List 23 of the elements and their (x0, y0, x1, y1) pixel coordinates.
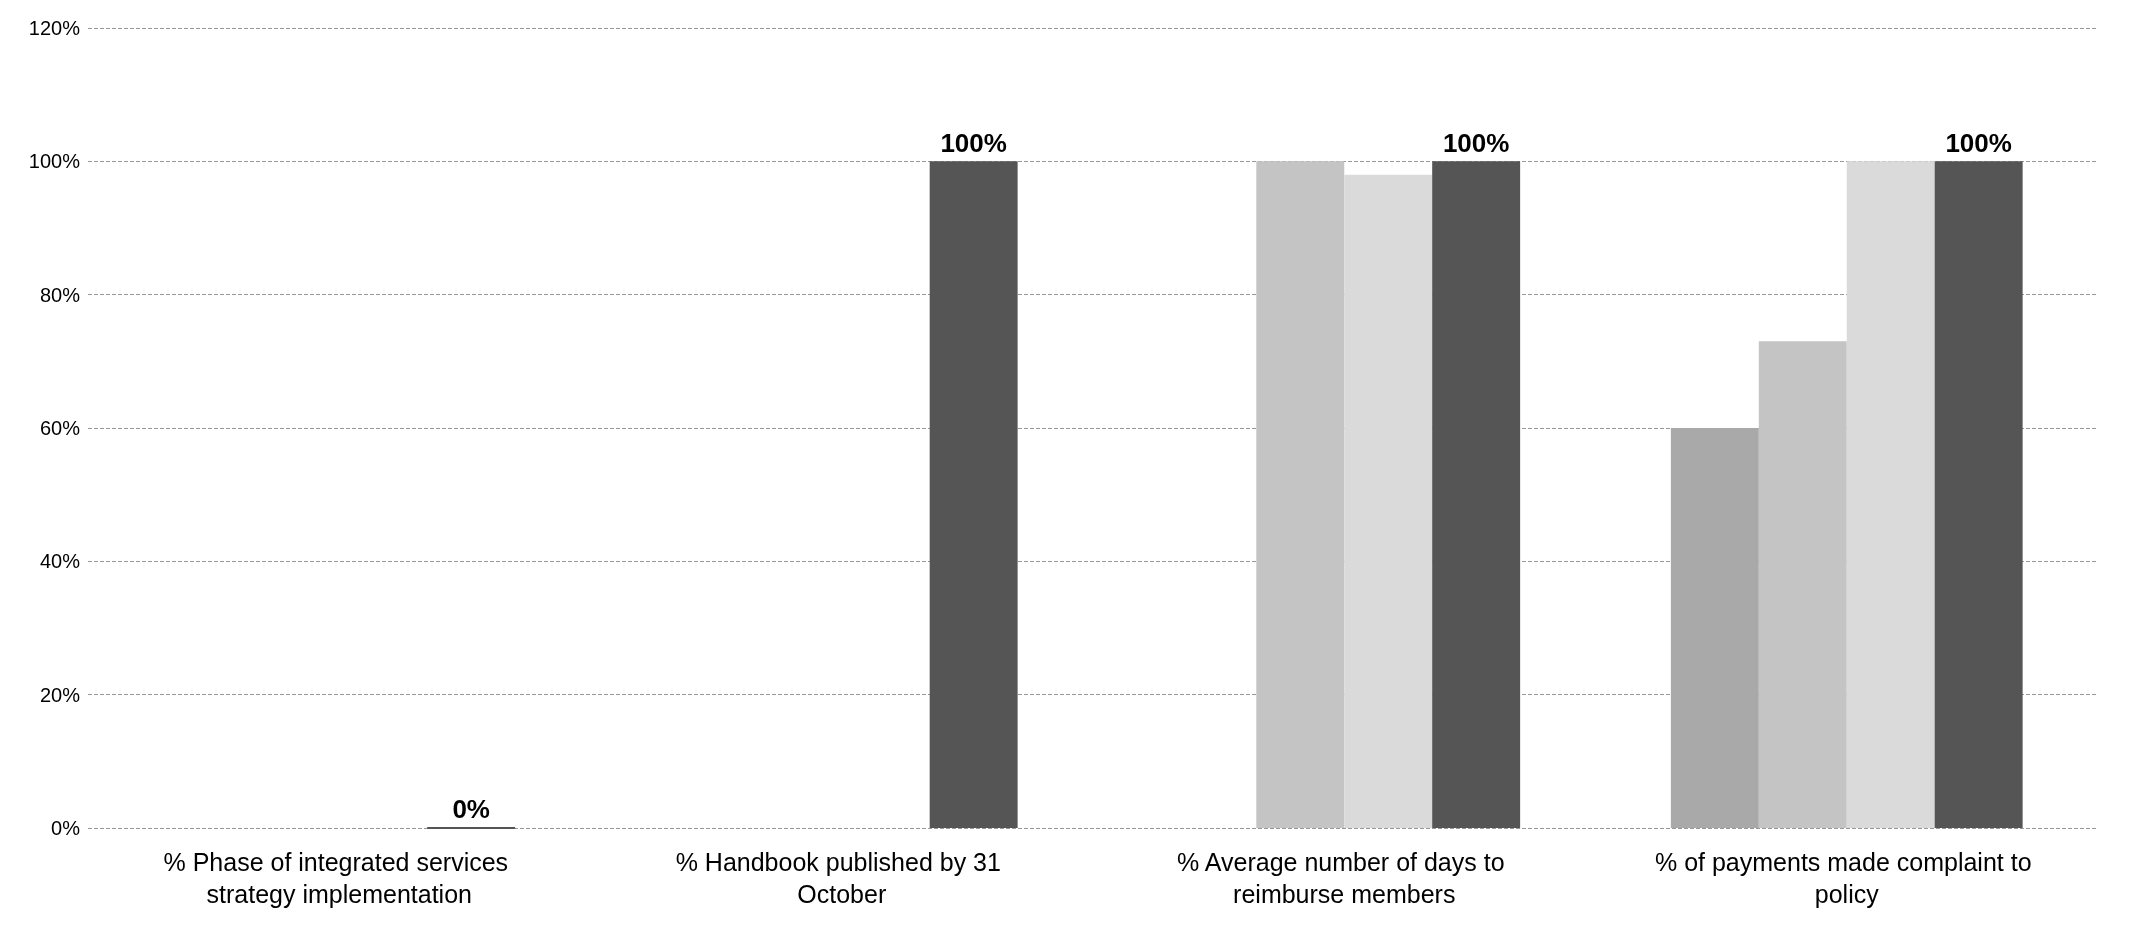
bar (1670, 428, 1759, 828)
y-tick-label: 0% (51, 817, 81, 839)
bar (1846, 161, 1935, 828)
y-tick-label: 20% (39, 683, 81, 706)
bar (1432, 161, 1521, 828)
bar (1256, 161, 1345, 828)
y-tick-label: 60% (39, 417, 81, 439)
bar (1758, 341, 1847, 828)
y-tick-label: 100% (28, 150, 81, 173)
y-tick-label: 40% (39, 550, 81, 573)
data-label: 0% (452, 794, 490, 824)
x-tick-label: % of payments made complaint to policy (1654, 848, 2039, 908)
bar (1934, 161, 2023, 828)
data-label: 100% (940, 128, 1007, 159)
bar (1344, 174, 1433, 828)
bar (929, 161, 1018, 828)
y-tick-label: 80% (39, 283, 81, 306)
data-label: 100% (1442, 128, 1510, 159)
x-tick-label: % Handbook published by 31 October (675, 848, 1008, 908)
y-tick-label: 120% (28, 17, 81, 39)
data-label: 100% (1945, 128, 2012, 159)
x-tick-label: % Phase of integrated services strategy implementation (163, 848, 516, 908)
x-tick-label: % Average number of days to reimburse members (1177, 848, 1512, 908)
